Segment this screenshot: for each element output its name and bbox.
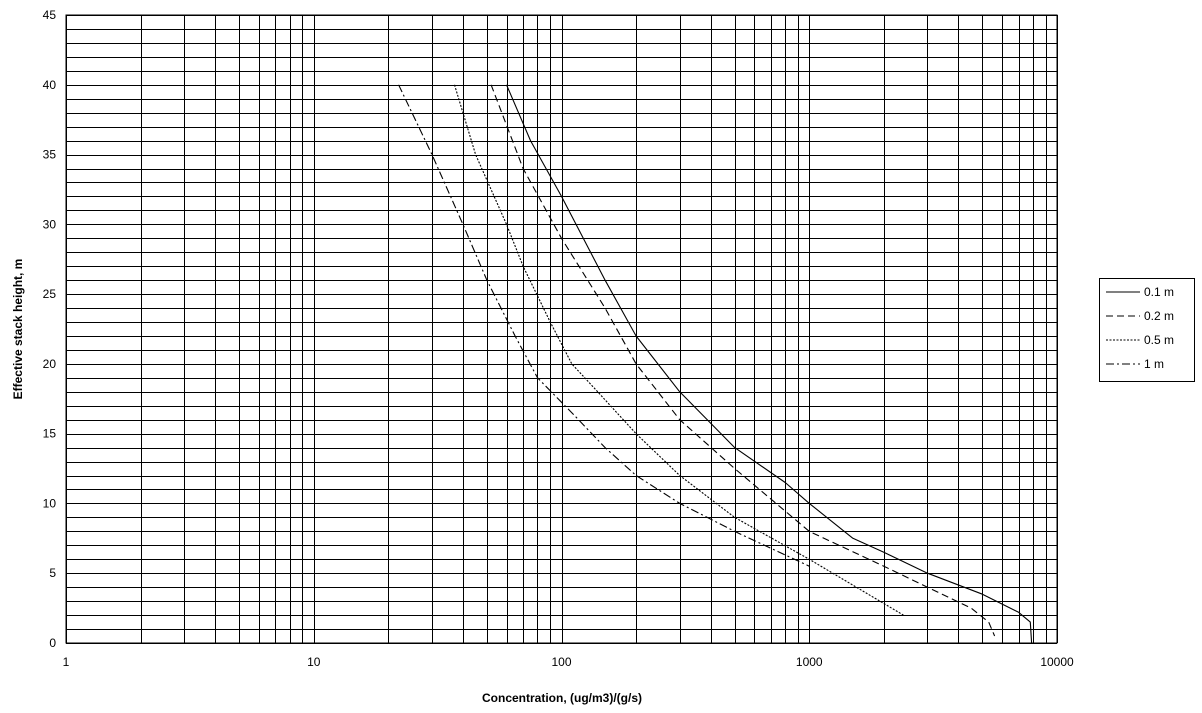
y-tick-label: 20 <box>43 357 57 371</box>
y-tick-label: 15 <box>43 427 57 441</box>
plot-frame <box>65 14 1058 644</box>
x-tick-label: 10 <box>307 655 321 669</box>
y-tick-label: 35 <box>43 148 57 162</box>
legend-item-0: 0.1 m <box>1104 284 1192 300</box>
legend-label: 0.1 m <box>1144 285 1175 299</box>
series-line-0 <box>505 84 1033 644</box>
legend-label: 0.2 m <box>1144 309 1175 323</box>
legend-label: 0.5 m <box>1144 333 1175 347</box>
legend-item-2: 0.5 m <box>1104 332 1192 348</box>
x-tick-label: 10000 <box>1040 655 1074 669</box>
legend-item-3: 1 m <box>1104 356 1192 372</box>
legend: 0.1 m 0.2 m 0.5 m 1 m <box>1099 278 1195 382</box>
series-line-3 <box>398 84 810 567</box>
series-line-1 <box>490 84 996 637</box>
x-tick-label: 100 <box>551 655 571 669</box>
x-tick-label: 1000 <box>796 655 823 669</box>
y-tick-label: 45 <box>43 8 57 22</box>
series-line-2 <box>453 84 904 616</box>
y-tick-labels: 0 5 10 15 20 25 30 35 40 45 <box>43 8 57 650</box>
legend-swatch-dashed <box>1106 315 1140 317</box>
legend-swatch-dotted <box>1106 339 1140 341</box>
x-axis-title: Concentration, (ug/m3)/(g/s) <box>482 691 642 705</box>
y-axis-title: Effective stack height, m <box>11 259 25 400</box>
x-tick-label: 1 <box>63 655 70 669</box>
y-tick-label: 25 <box>43 287 57 301</box>
legend-swatch-solid <box>1106 291 1140 293</box>
legend-swatch-dashdot <box>1106 363 1140 365</box>
y-tick-label: 30 <box>43 217 57 231</box>
grid-lines <box>66 15 1058 644</box>
y-tick-label: 0 <box>49 636 56 650</box>
series-lines <box>398 84 1033 644</box>
y-tick-label: 40 <box>43 78 57 92</box>
y-tick-label: 10 <box>43 496 57 510</box>
x-tick-labels: 1 10 100 1000 10000 <box>63 655 1074 669</box>
y-tick-label: 5 <box>49 566 56 580</box>
legend-label: 1 m <box>1144 357 1165 371</box>
legend-item-1: 0.2 m <box>1104 308 1192 324</box>
